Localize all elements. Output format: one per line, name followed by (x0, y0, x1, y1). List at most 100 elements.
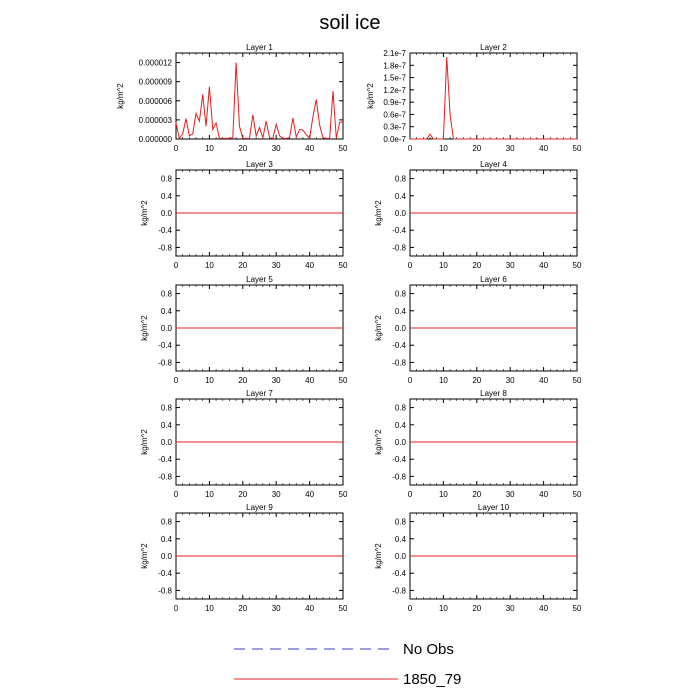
panel-5-xtick-label: 0 (174, 376, 179, 385)
panel-4-ytick-label: -0.8 (392, 243, 406, 252)
panel-5-xtick-label: 50 (339, 376, 348, 385)
panel-6-xtick-label: 30 (506, 376, 515, 385)
panel-9-xtick-label: 40 (305, 604, 314, 613)
panel-2-xtick-label: 50 (573, 144, 582, 153)
panel-9-ytick-label: -0.8 (158, 586, 172, 595)
panel-1-xtick-label: 20 (238, 144, 247, 153)
panel-8-xtick-label: 10 (439, 490, 448, 499)
panel-5: Layer 5 0 10 20 30 40 50 0.8 0.4 0.0 -0.4 -0.8 kg/m^… (140, 275, 348, 385)
panel-5-xtick-label: 10 (205, 376, 214, 385)
panel-2-ytick-label: 2.1e-7 (383, 49, 406, 58)
panel-4-xtick-label: 50 (573, 261, 582, 270)
panel-4-xtick-label: 30 (506, 261, 515, 270)
panel-7-xtick-label: 40 (305, 490, 314, 499)
panel-2-frame (409, 52, 578, 140)
panel-5-ytick-label: 0.4 (161, 307, 173, 316)
panel-2-xtick-label: 0 (408, 144, 413, 153)
panel-3-xtick-label: 50 (339, 261, 348, 270)
panel-2-ytick-label: 0.0e-7 (383, 135, 406, 144)
panel-2-xtick-label: 20 (472, 144, 481, 153)
panel-3-ytick-label: -0.4 (158, 226, 172, 235)
panel-5-ytick-label: 0.0 (161, 324, 173, 333)
panel-10-ytick-label: 0.0 (395, 552, 407, 561)
panel-7-xtick-label: 50 (339, 490, 348, 499)
panel-9-ytick-label: 0.0 (161, 552, 173, 561)
panel-9-ytick-label: -0.4 (158, 569, 172, 578)
panel-8-ytick-label: 0.8 (395, 404, 407, 413)
panel-6-ytick-label: 0.0 (395, 324, 407, 333)
panel-4-xtick-label: 40 (539, 261, 548, 270)
panel-1-ytick-label: 0.000012 (139, 59, 173, 68)
panel-6-xtick-label: 20 (472, 376, 481, 385)
panel-1: Layer 1 0 10 20 30 40 50 0.000000 0.000003 0.0000… (116, 43, 348, 153)
panel-3-ylabel: kg/m^2 (140, 200, 149, 226)
panel-9-title: Layer 9 (246, 503, 273, 512)
panel-1-ylabel: kg/m^2 (116, 83, 125, 109)
panel-1-ytick-label: 0.000003 (139, 116, 173, 125)
panel-7: Layer 7 0 10 20 30 40 50 0.8 0.4 0.0 -0.4 -0.8 kg/m^… (140, 389, 348, 499)
panel-5-title: Layer 5 (246, 275, 273, 284)
panel-8-ytick-label: 0.4 (395, 421, 407, 430)
panel-2-ytick-label: 1.2e-7 (383, 86, 406, 95)
panel-5-xtick-label: 20 (238, 376, 247, 385)
panel-3: Layer 3 0 10 20 30 40 50 0.8 0.4 0.0 -0.4 -0.8 kg/m^… (140, 160, 348, 270)
panel-1-xtick-label: 30 (272, 144, 281, 153)
panel-3-ytick-label: 0.8 (161, 175, 173, 184)
panel-1-ytick-label: 0.000009 (139, 78, 173, 87)
panel-2-ytick-label: 0.6e-7 (383, 110, 406, 119)
panel-2-ylabel: kg/m^2 (366, 83, 375, 109)
panel-1-xtick-label: 10 (205, 144, 214, 153)
panel-9-xtick-label: 50 (339, 604, 348, 613)
panel-7-ytick-label: 0.0 (161, 438, 173, 447)
panel-9-xtick-label: 30 (272, 604, 281, 613)
panel-8-xtick-label: 0 (408, 490, 413, 499)
panel-2-xtick-label: 30 (506, 144, 515, 153)
panel-2-ytick-label: 1.8e-7 (383, 61, 406, 70)
panel-9: Layer 9 0 10 20 30 40 50 0.8 0.4 0.0 -0.4 -0.8 kg/m^… (140, 503, 348, 613)
panel-1-title: Layer 1 (246, 43, 273, 52)
panel-4-ytick-label: 0.0 (395, 209, 407, 218)
panel-7-ytick-label: 0.8 (161, 404, 173, 413)
panel-7-ytick-label: -0.8 (158, 472, 172, 481)
panel-4-xtick-label: 0 (408, 261, 413, 270)
panel-8-ytick-label: -0.8 (392, 472, 406, 481)
panel-9-xtick-label: 20 (238, 604, 247, 613)
panel-3-title: Layer 3 (246, 160, 273, 169)
panel-8-xtick-label: 50 (573, 490, 582, 499)
panel-1-xtick-label: 50 (339, 144, 348, 153)
panel-3-ytick-label: -0.8 (158, 243, 172, 252)
panel-7-ytick-label: 0.4 (161, 421, 173, 430)
panel-2-ytick-label: 0.3e-7 (383, 123, 406, 132)
panel-4: Layer 4 0 10 20 30 40 50 0.8 0.4 0.0 -0.4 -0.8 kg/m^… (374, 160, 582, 270)
panel-2-ytick-label: 0.9e-7 (383, 98, 406, 107)
panel-5-xtick-label: 40 (305, 376, 314, 385)
panel-3-xtick-label: 40 (305, 261, 314, 270)
panel-4-ytick-label: 0.8 (395, 175, 407, 184)
panel-6-xtick-label: 50 (573, 376, 582, 385)
panel-7-xtick-label: 30 (272, 490, 281, 499)
panel-10-ylabel: kg/m^2 (374, 543, 383, 569)
panel-7-xtick-label: 0 (174, 490, 179, 499)
panel-10-ytick-label: -0.4 (392, 569, 406, 578)
panel-8-xtick-label: 30 (506, 490, 515, 499)
panel-6-ytick-label: 0.8 (395, 290, 407, 299)
panels: Layer 10 10 20 30 40 500.0000000.0000030.0000… (116, 43, 582, 613)
panel-5-ytick-label: 0.8 (161, 290, 173, 299)
panel-9-ytick-label: 0.4 (161, 535, 173, 544)
panel-10-xtick-label: 40 (539, 604, 548, 613)
panel-9-xtick-label: 0 (174, 604, 179, 613)
panel-10-xtick-label: 10 (439, 604, 448, 613)
panel-2-xtick-label: 10 (439, 144, 448, 153)
panel-7-title: Layer 7 (246, 389, 273, 398)
panel-1-xtick-label: 40 (305, 144, 314, 153)
panel-6: Layer 6 0 10 20 30 40 50 0.8 0.4 0.0 -0.4 -0.8 kg/m^… (374, 275, 582, 385)
panel-9-xtick-label: 10 (205, 604, 214, 613)
legend: No Obs 1850_79 (234, 641, 461, 688)
panel-10-xtick-label: 50 (573, 604, 582, 613)
panel-4-xtick-label: 20 (472, 261, 481, 270)
panel-3-ytick-label: 0.0 (161, 209, 173, 218)
panel-10-title: Layer 10 (478, 503, 510, 512)
panel-2-series-line (410, 57, 577, 140)
panel-1-series-line (175, 62, 344, 140)
panel-9-ytick-label: 0.8 (161, 518, 173, 527)
